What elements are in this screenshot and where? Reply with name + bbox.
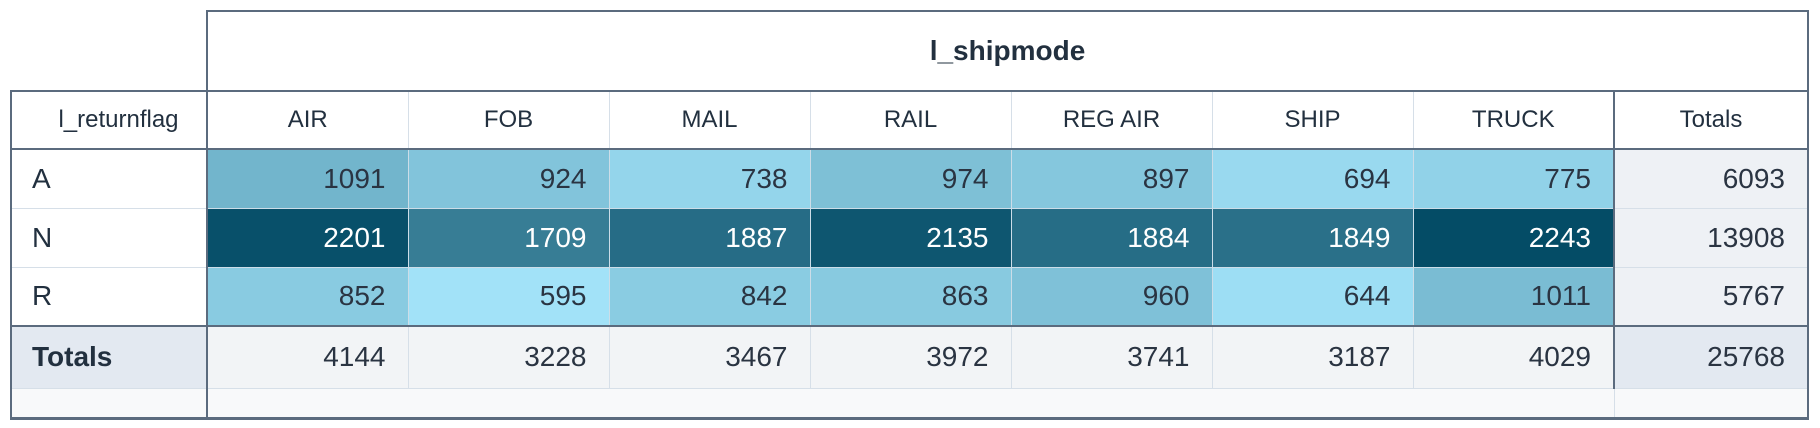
column-total-air[interactable]: 4144: [206, 325, 409, 388]
cell-r-mail[interactable]: 842: [608, 266, 811, 327]
column-header-rail: RAIL: [809, 90, 1012, 150]
row-label-r: R: [10, 266, 208, 327]
cell-r-fob[interactable]: 595: [407, 266, 610, 327]
row-dimension-header: l_returnflag: [10, 90, 208, 150]
column-group-row: l_shipmode: [11, 10, 1809, 92]
cell-n-reg-air[interactable]: 1884: [1010, 207, 1213, 268]
pivot-row-a: A 1091 924 738 974 897 694 775 6093: [10, 148, 1809, 209]
cell-r-truck[interactable]: 1011: [1412, 266, 1615, 327]
bottom-strip-row: [10, 387, 1809, 420]
cell-n-mail[interactable]: 1887: [608, 207, 811, 268]
cell-a-fob[interactable]: 924: [407, 148, 610, 209]
column-header-row: l_returnflag AIR FOB MAIL RAIL REG AIR SHIP TR…: [10, 90, 1809, 150]
cell-r-air[interactable]: 852: [206, 266, 409, 327]
bottom-strip-total-cell: [1613, 387, 1809, 420]
cell-r-ship[interactable]: 644: [1211, 266, 1414, 327]
grand-total[interactable]: 25768: [1613, 325, 1809, 388]
row-total-a[interactable]: 6093: [1613, 148, 1809, 209]
pivot-row-r: R 852 595 842 863 960 644 1011 5767: [10, 266, 1809, 327]
pivot-table-card: l_shipmode l_returnflag AIR FOB MAIL RAIL RE…: [10, 10, 1809, 420]
row-total-n[interactable]: 13908: [1613, 207, 1809, 268]
cell-n-ship[interactable]: 1849: [1211, 207, 1414, 268]
column-header-air: AIR: [206, 90, 409, 150]
column-header-reg-air: REG AIR: [1010, 90, 1213, 150]
bottom-strip-label-cell: [10, 387, 208, 420]
column-total-reg-air[interactable]: 3741: [1010, 325, 1213, 388]
column-total-mail[interactable]: 3467: [608, 325, 811, 388]
cell-n-truck[interactable]: 2243: [1412, 207, 1615, 268]
column-header-mail: MAIL: [608, 90, 811, 150]
totals-row: Totals 4144 3228 3467 3972 3741 3187 4029 25768: [10, 325, 1809, 388]
column-group-header: l_shipmode: [206, 10, 1809, 92]
pivot-body: A 1091 924 738 974 897 694 775 6093 N 2201 1709 1887…: [10, 148, 1809, 420]
cell-n-fob[interactable]: 1709: [407, 207, 610, 268]
cell-a-truck[interactable]: 775: [1412, 148, 1615, 209]
cell-n-air[interactable]: 2201: [206, 207, 409, 268]
row-total-r[interactable]: 5767: [1613, 266, 1809, 327]
cell-n-rail[interactable]: 2135: [809, 207, 1012, 268]
corner-spacer: [11, 11, 207, 91]
totals-column-header: Totals: [1613, 90, 1809, 150]
pivot-table: l_shipmode l_returnflag AIR FOB MAIL RAIL RE…: [10, 10, 1809, 420]
row-label-a: A: [10, 148, 208, 209]
cell-a-reg-air[interactable]: 897: [1010, 148, 1213, 209]
totals-row-label: Totals: [10, 325, 208, 388]
cell-r-rail[interactable]: 863: [809, 266, 1012, 327]
column-total-truck[interactable]: 4029: [1412, 325, 1615, 388]
column-header-fob: FOB: [407, 90, 610, 150]
bottom-strip-data-cell: [207, 387, 1614, 420]
cell-a-rail[interactable]: 974: [809, 148, 1012, 209]
cell-a-air[interactable]: 1091: [206, 148, 409, 209]
row-label-n: N: [10, 207, 208, 268]
cell-r-reg-air[interactable]: 960: [1010, 266, 1213, 327]
column-total-fob[interactable]: 3228: [407, 325, 610, 388]
column-header-ship: SHIP: [1211, 90, 1414, 150]
column-total-ship[interactable]: 3187: [1211, 325, 1414, 388]
column-total-rail[interactable]: 3972: [809, 325, 1012, 388]
cell-a-ship[interactable]: 694: [1211, 148, 1414, 209]
pivot-row-n: N 2201 1709 1887 2135 1884 1849 2243 13908: [10, 207, 1809, 268]
cell-a-mail[interactable]: 738: [608, 148, 811, 209]
column-header-truck: TRUCK: [1412, 90, 1615, 150]
